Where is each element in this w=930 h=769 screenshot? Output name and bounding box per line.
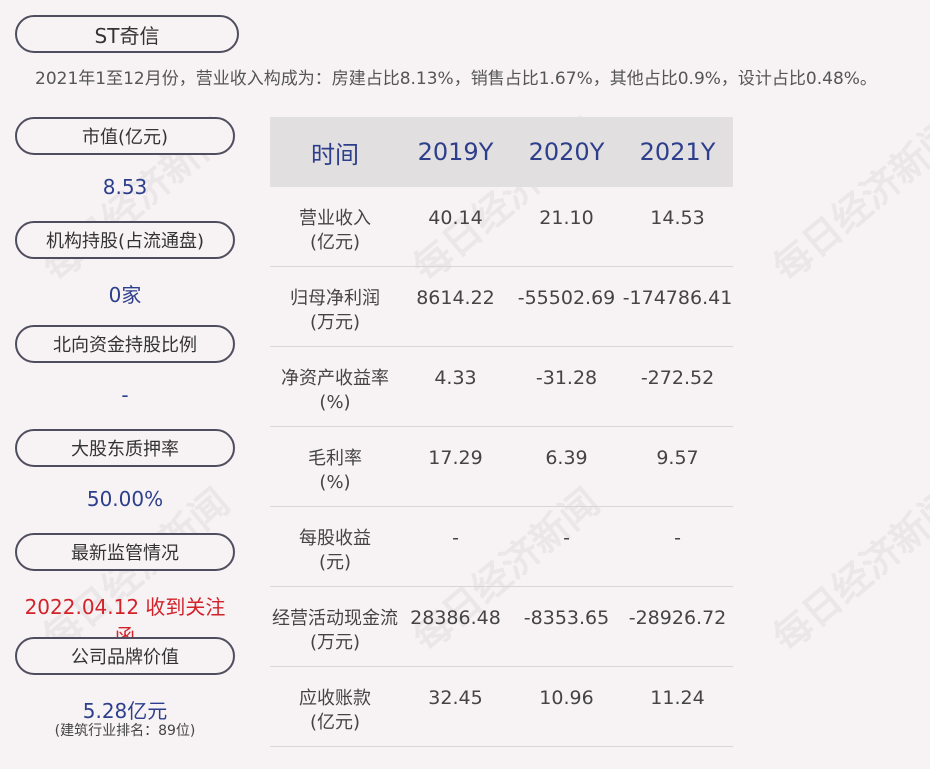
cell-value: 11.24 bbox=[650, 687, 705, 709]
table-header: 时间 2019Y 2020Y 2021Y bbox=[270, 117, 733, 187]
cell-value: 4.33 bbox=[434, 367, 477, 389]
cell-value: 32.45 bbox=[428, 687, 483, 709]
cell-value: -28926.72 bbox=[628, 607, 727, 629]
cell-value: -174786.41 bbox=[622, 287, 733, 309]
row-label: 营业收入 bbox=[299, 208, 371, 229]
cell-value: - bbox=[563, 527, 570, 549]
table-row: 营业收入 (亿元) 40.14 21.10 14.53 bbox=[270, 187, 733, 267]
row-label: 净资产收益率 bbox=[281, 368, 389, 389]
cell-value: -8353.65 bbox=[523, 607, 610, 629]
table-row: 每股收益 (元) - - - bbox=[270, 507, 733, 587]
row-unit: (亿元) bbox=[309, 712, 361, 733]
header-2020: 2020Y bbox=[528, 138, 605, 166]
table-row: 毛利率 (%) 17.29 6.39 9.57 bbox=[270, 427, 733, 507]
table-row: 净资产收益率 (%) 4.33 -31.28 -272.52 bbox=[270, 347, 733, 427]
market-cap-label: 市值(亿元) bbox=[15, 117, 235, 155]
cell-value: -31.28 bbox=[535, 367, 598, 389]
cell-value: - bbox=[452, 527, 459, 549]
row-unit: (%) bbox=[319, 392, 351, 413]
company-title: ST奇信 bbox=[15, 15, 239, 53]
cell-value: 17.29 bbox=[428, 447, 483, 469]
regulatory-status-label: 最新监管情况 bbox=[15, 533, 235, 571]
cell-value: 40.14 bbox=[428, 207, 483, 229]
institutional-holding-label: 机构持股(占流通盘) bbox=[15, 221, 235, 259]
financial-table: 时间 2019Y 2020Y 2021Y 营业收入 (亿元) 40.14 21.1… bbox=[270, 117, 733, 747]
watermark: 每日经济新闻 bbox=[764, 480, 930, 661]
row-label: 归母净利润 bbox=[290, 288, 380, 309]
header-time: 时间 bbox=[311, 140, 359, 169]
cell-value: 21.10 bbox=[539, 207, 594, 229]
row-unit: (万元) bbox=[309, 632, 361, 653]
brand-value-value: 5.28亿元 bbox=[82, 699, 168, 723]
row-unit: (%) bbox=[319, 472, 351, 493]
row-unit: (元) bbox=[318, 552, 352, 573]
row-unit: (万元) bbox=[309, 312, 361, 333]
header-2021: 2021Y bbox=[639, 138, 716, 166]
cell-value: 10.96 bbox=[539, 687, 594, 709]
market-cap-value: 8.53 bbox=[102, 175, 148, 199]
row-label: 应收账款 bbox=[299, 688, 371, 709]
cell-value: -55502.69 bbox=[517, 287, 616, 309]
cell-value: - bbox=[674, 527, 681, 549]
row-unit: (亿元) bbox=[309, 232, 361, 253]
pledge-rate-value: 50.00% bbox=[86, 487, 164, 511]
brand-rank-note: (建筑行业排名：89位) bbox=[54, 723, 196, 739]
table-row: 归母净利润 (万元) 8614.22 -55502.69 -174786.41 bbox=[270, 267, 733, 347]
cell-value: 28386.48 bbox=[410, 607, 501, 629]
pledge-rate-label: 大股东质押率 bbox=[15, 429, 235, 467]
northbound-holding-label: 北向资金持股比例 bbox=[15, 325, 235, 363]
header-2019: 2019Y bbox=[417, 138, 494, 166]
institutional-holding-value: 0家 bbox=[108, 283, 142, 307]
revenue-summary: 2021年1至12月份，营业收入构成为：房建占比8.13%，销售占比1.67%，… bbox=[35, 69, 877, 89]
row-label: 每股收益 bbox=[299, 528, 371, 549]
cell-value: 9.57 bbox=[656, 447, 699, 469]
northbound-holding-value: - bbox=[121, 383, 129, 407]
brand-value-label: 公司品牌价值 bbox=[15, 637, 235, 675]
cell-value: -272.52 bbox=[640, 367, 715, 389]
cell-value: 6.39 bbox=[545, 447, 588, 469]
table-row: 经营活动现金流 (万元) 28386.48 -8353.65 -28926.72 bbox=[270, 587, 733, 667]
table-row: 应收账款 (亿元) 32.45 10.96 11.24 bbox=[270, 667, 733, 747]
watermark: 每日经济新闻 bbox=[764, 110, 930, 291]
row-label: 毛利率 bbox=[308, 448, 362, 469]
row-label: 经营活动现金流 bbox=[272, 608, 398, 629]
cell-value: 14.53 bbox=[650, 207, 705, 229]
cell-value: 8614.22 bbox=[416, 287, 495, 309]
